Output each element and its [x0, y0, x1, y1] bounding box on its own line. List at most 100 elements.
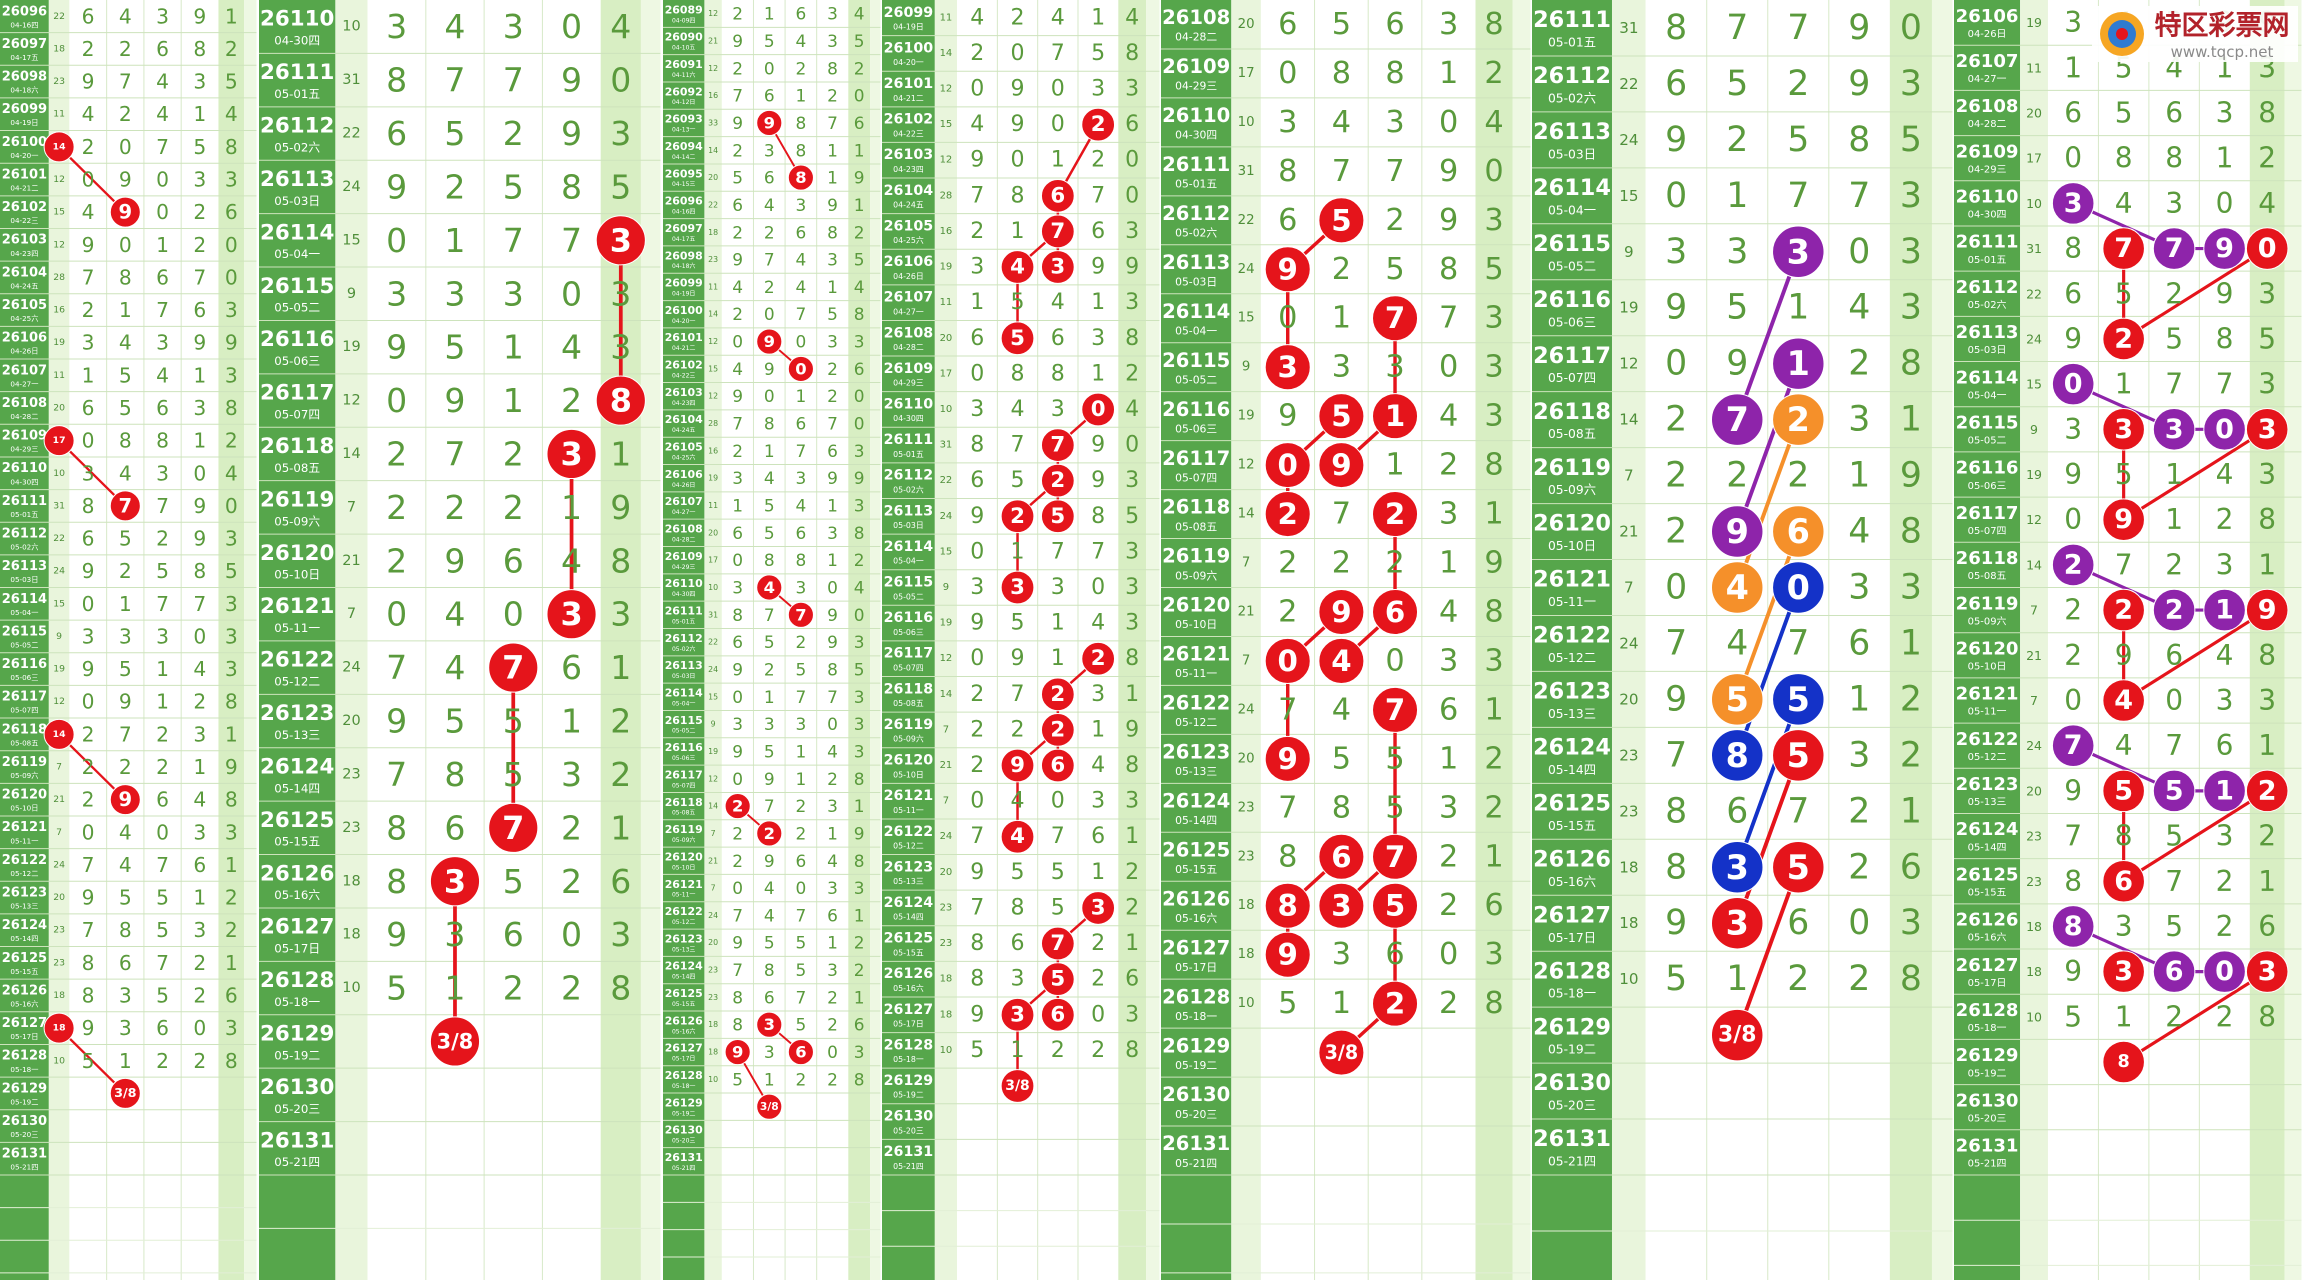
digit: 1 [1091, 860, 1105, 885]
issue-date: 05-17日 [1548, 931, 1596, 945]
issue-number: 26125 [2, 951, 47, 966]
logo-icon-core [2116, 28, 2128, 40]
issue-number: 26111 [1162, 153, 1230, 176]
digit: 3 [386, 274, 407, 313]
sum-value: 20 [1619, 690, 1638, 708]
highlighted-number: 9 [1278, 938, 1298, 972]
sum-value: 7 [56, 762, 62, 773]
issue-number: 26116 [665, 741, 703, 754]
digit: 2 [561, 381, 582, 420]
digit: 0 [970, 77, 984, 102]
issue-date: 05-12二 [10, 869, 38, 878]
digit: 9 [82, 886, 95, 910]
issue-date: 04-30四 [10, 477, 38, 486]
digit: 7 [970, 895, 984, 920]
digit: 8 [82, 494, 95, 518]
issue-date: 04-13一 [672, 127, 695, 134]
digit: 2 [1439, 839, 1458, 874]
issue-date: 05-14四 [10, 934, 38, 943]
digit: 8 [1125, 753, 1139, 778]
digit: 4 [119, 461, 132, 485]
issue-number: 26121 [260, 594, 334, 619]
issue-number: 26114 [1533, 175, 1611, 201]
digit: 2 [1278, 546, 1297, 581]
issue-number: 26118 [884, 681, 934, 697]
digit: 9 [764, 769, 775, 789]
highlight-circle [43, 131, 75, 163]
digit: 3 [1125, 290, 1139, 315]
highlight-circle [429, 856, 481, 907]
digit: 7 [970, 824, 984, 849]
digit: 6 [156, 265, 169, 289]
issue-number: 26093 [665, 113, 703, 126]
sum-value: 18 [2026, 919, 2042, 934]
sum-value: 7 [2030, 603, 2038, 618]
digit: 6 [225, 200, 238, 224]
digit: 2 [2258, 142, 2276, 175]
highlight-circle [1318, 197, 1365, 244]
digit: 4 [2115, 187, 2133, 220]
issue-date: 04-22三 [10, 216, 38, 225]
issue-number: 26112 [884, 468, 934, 484]
digit: 3 [854, 687, 865, 707]
issue-date: 04-22三 [893, 129, 924, 138]
sum-value: 19 [53, 664, 65, 675]
highlighted-number: 6 [1050, 1002, 1065, 1027]
highlighted-number: 9 [1278, 252, 1298, 286]
issue-number: 26107 [884, 290, 934, 306]
highlighted-number: 9 [118, 201, 132, 224]
issue-date: 04-23四 [893, 165, 924, 174]
digit: 3 [1125, 77, 1139, 102]
highlighted-number: 14 [53, 141, 66, 152]
issue-number: 26099 [665, 277, 703, 290]
digit: 6 [2216, 729, 2234, 762]
highlight-circle [756, 1011, 783, 1038]
issue-number: 26128 [884, 1037, 934, 1053]
highlight-circle [724, 1038, 751, 1066]
issue-number: 26095 [665, 167, 703, 180]
edge-stripe [244, 0, 257, 1280]
sum-value: 14 [708, 146, 718, 155]
digit: 6 [764, 86, 775, 106]
digit: 8 [732, 605, 743, 625]
digit: 9 [1278, 399, 1297, 434]
digit: 7 [1278, 790, 1297, 825]
digit: 1 [2165, 503, 2183, 536]
sum-value: 15 [708, 364, 718, 373]
sum-value: 31 [2026, 241, 2042, 256]
digit: 5 [386, 969, 407, 1008]
sum-value: 9 [1624, 243, 1634, 261]
issue-date: 05-20三 [672, 1138, 695, 1145]
highlight-circle [595, 215, 646, 266]
highlight-circle [787, 355, 814, 382]
digit: 9 [970, 148, 984, 173]
digit: 6 [1385, 937, 1404, 972]
highlight-circle [756, 328, 783, 355]
digit: 3 [970, 575, 984, 600]
digit: 1 [1011, 539, 1025, 564]
highlight-circle [1710, 673, 1764, 726]
digit: 6 [1125, 967, 1139, 992]
digit: 3 [1011, 967, 1025, 992]
digit: 1 [2258, 865, 2276, 898]
digit: 4 [193, 657, 206, 681]
sum-value: 10 [708, 583, 718, 592]
digit: 6 [854, 359, 865, 379]
issue-date: 05-03日 [1548, 147, 1596, 161]
digit: 0 [2064, 142, 2082, 175]
issue-number: 26110 [665, 577, 703, 590]
sum-value: 7 [711, 829, 716, 838]
digit: 1 [1900, 400, 1922, 440]
issue-date: 05-08五 [274, 461, 320, 475]
highlighted-number: 0 [1787, 568, 1810, 607]
digit: 9 [119, 690, 132, 714]
highlighted-number: 0 [2258, 233, 2277, 264]
issue-date: 05-08五 [10, 738, 38, 747]
sum-value: 18 [708, 1020, 718, 1029]
digit: 5 [827, 304, 838, 324]
highlighted-number: 9 [1331, 448, 1351, 482]
highlight-circle [1372, 882, 1419, 929]
issue-number: 26124 [1162, 789, 1230, 812]
issue-date: 05-04一 [1968, 390, 2007, 401]
